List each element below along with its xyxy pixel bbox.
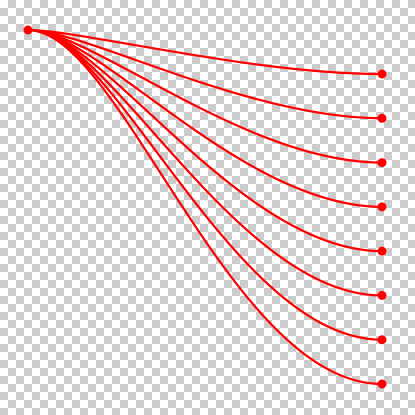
target-dot-2 (377, 113, 387, 123)
connector-curve-3 (26, 28, 384, 164)
target-dot-3 (377, 158, 387, 168)
target-dot-4 (377, 202, 387, 212)
connector-group (26, 28, 384, 386)
connector-curve-8 (26, 28, 384, 386)
connector-curve-1 (26, 28, 384, 76)
connector-curve-2 (26, 28, 384, 120)
target-dot-5 (377, 246, 387, 256)
target-dot-8 (377, 379, 387, 389)
node-group (23, 25, 387, 389)
connector-curve-4 (26, 28, 384, 208)
target-dot-1 (377, 69, 387, 79)
target-dot-7 (377, 335, 387, 345)
connector-curve-7 (26, 28, 384, 341)
target-dot-6 (377, 290, 387, 300)
source-dot (23, 25, 33, 35)
